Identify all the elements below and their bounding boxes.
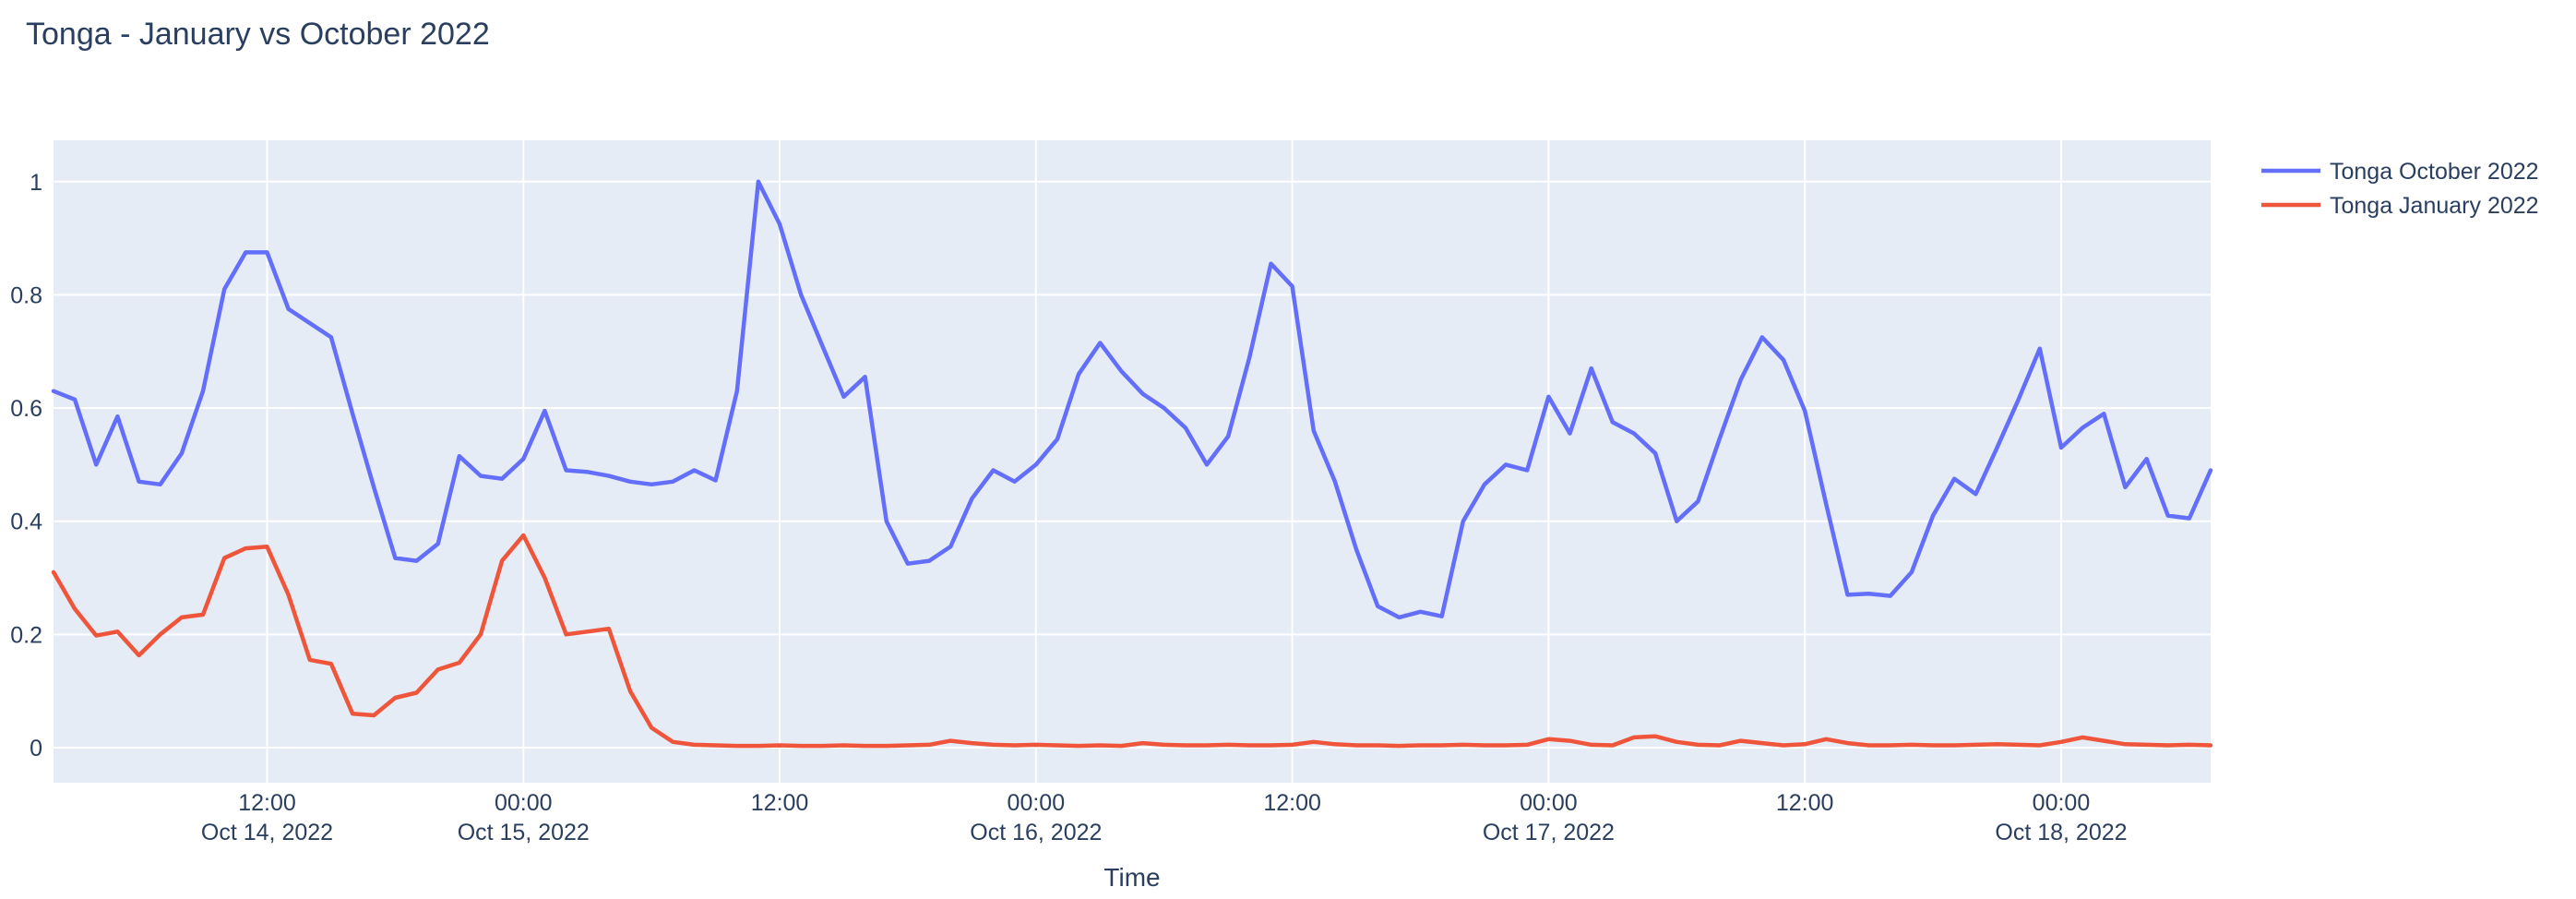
series-line-october[interactable] xyxy=(51,179,2213,620)
x-tick-time-label: 12:00 xyxy=(1263,790,1321,816)
chart-title: Tonga - January vs October 2022 xyxy=(26,17,490,52)
series-line-january[interactable] xyxy=(51,533,2213,749)
legend-item-january[interactable]: Tonga January 2022 xyxy=(2261,193,2539,219)
y-tick-label: 0.4 xyxy=(10,509,42,535)
x-tick-date-label: Oct 18, 2022 xyxy=(1995,820,2127,845)
y-tick-label: 0.6 xyxy=(10,396,42,422)
x-axis-title: Time xyxy=(1103,863,1160,892)
x-tick-time-label: 12:00 xyxy=(751,790,809,816)
x-tick-time-label: 00:00 xyxy=(1520,790,1578,816)
legend-label: Tonga October 2022 xyxy=(2330,159,2539,185)
x-tick-time-label: 00:00 xyxy=(495,790,553,816)
y-tick-label: 0 xyxy=(30,736,42,761)
x-tick-time-label: 00:00 xyxy=(1008,790,1066,816)
y-tick-label: 1 xyxy=(30,170,42,196)
plot-area[interactable] xyxy=(54,140,2211,783)
y-tick-label: 0.8 xyxy=(10,282,42,308)
x-tick-time-label: 12:00 xyxy=(238,790,296,816)
legend-item-october[interactable]: Tonga October 2022 xyxy=(2261,159,2539,185)
legend-label: Tonga January 2022 xyxy=(2330,193,2539,219)
x-tick-date-label: Oct 15, 2022 xyxy=(458,820,590,845)
x-tick-date-label: Oct 14, 2022 xyxy=(201,820,333,845)
legend: Tonga October 2022 Tonga January 2022 xyxy=(2261,159,2539,219)
x-tick-date-label: Oct 17, 2022 xyxy=(1483,820,1615,845)
y-tick-label: 0.2 xyxy=(10,622,42,648)
x-tick-date-label: Oct 16, 2022 xyxy=(970,820,1102,845)
x-tick-time-label: 00:00 xyxy=(2033,790,2091,816)
x-tick-time-label: 12:00 xyxy=(1776,790,1834,816)
